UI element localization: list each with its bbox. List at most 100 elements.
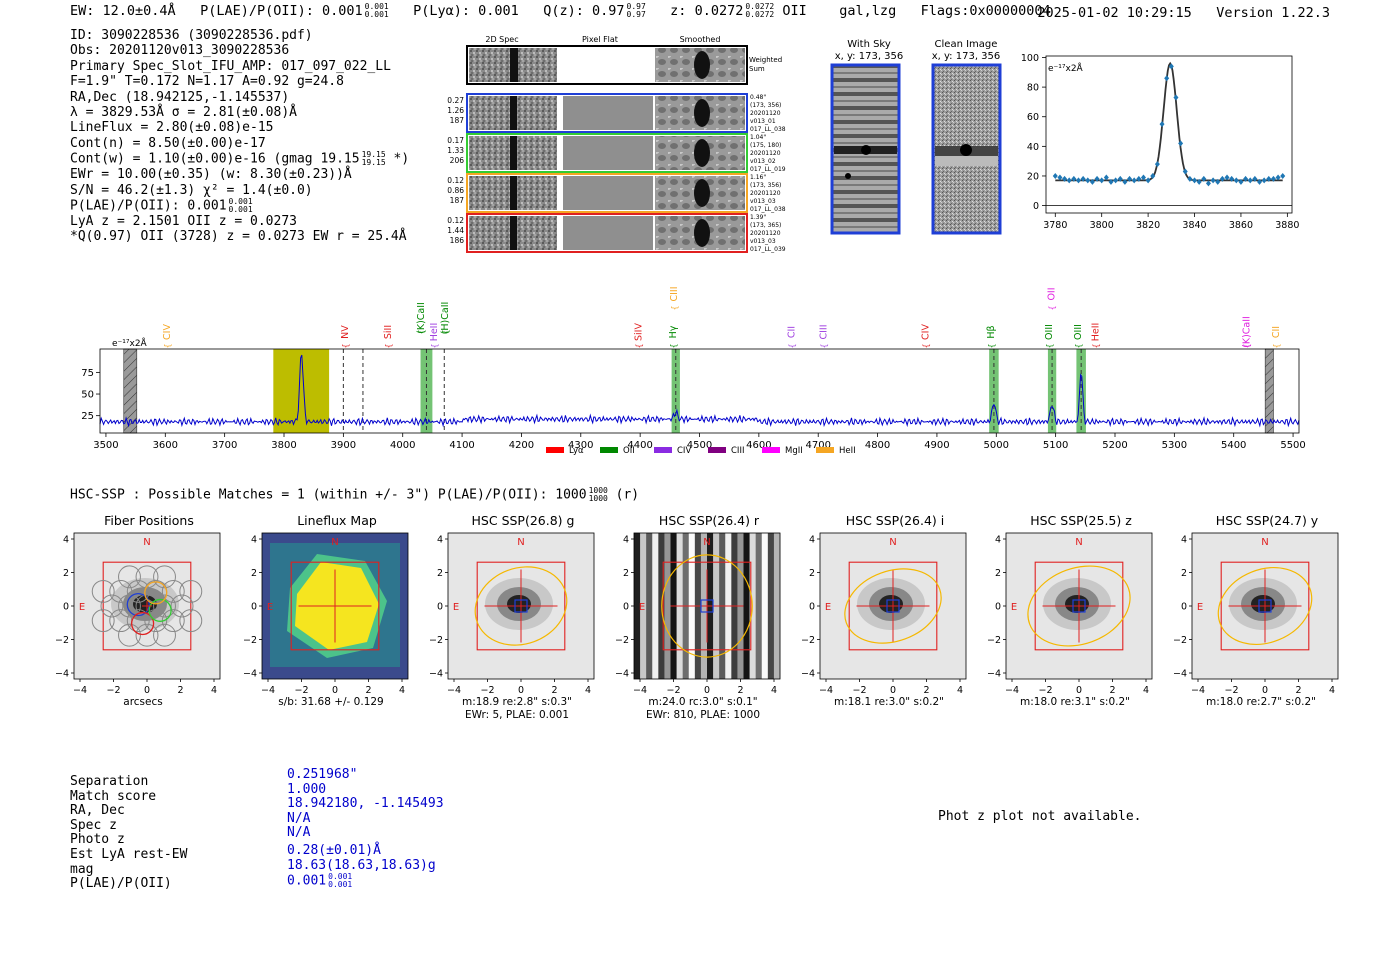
spectrum-line-label: CII	[786, 326, 797, 338]
hsc-stripe	[761, 533, 769, 679]
aperture-box	[1034, 561, 1124, 651]
match-value-lya-ew: 0.28(±0.01)Å	[287, 842, 381, 858]
cutout-right-label: 20201120	[750, 150, 781, 157]
match-value-score: 1.000	[287, 781, 327, 797]
cutout-right-label: (173, 365)	[750, 222, 781, 229]
fiber-circle	[126, 609, 150, 633]
fit-points	[1052, 63, 1286, 187]
ytick-label: −2	[801, 635, 815, 646]
match-value-plae-row: 0.001 0.001 0.001	[287, 873, 444, 889]
fiber-circle	[118, 565, 141, 589]
fit-data-point	[1243, 175, 1249, 182]
east-label: E	[267, 602, 273, 613]
xtick-label: 0	[332, 685, 338, 696]
fiber-circle	[109, 579, 133, 603]
east-label: E	[1011, 602, 1017, 613]
spectrum-line-labels: CIV{NV{SiII{(K)CaII{HeII{(H)CaII{SiIV{CI…	[162, 286, 1282, 348]
cutout-right-label: v013_01	[750, 118, 776, 125]
spectrum-line-label: (K)CaII	[416, 302, 427, 334]
legend-label: MgII	[785, 446, 803, 456]
ytick-label: 2	[1181, 568, 1187, 579]
xtick-label: 2	[365, 685, 371, 696]
info-contw-hi: 19.15	[361, 150, 386, 160]
xtick-label: −2	[1224, 685, 1238, 696]
hsc-title-text: HSC-SSP : Possible Matches = 1 (within +…	[70, 487, 587, 503]
spectrum-line-label: CIII	[669, 286, 680, 301]
fit-data-point	[1145, 177, 1151, 184]
fit-ytick-label: 100	[1021, 53, 1039, 64]
xtick-label: −2	[852, 685, 866, 696]
fiber-circle	[144, 609, 168, 633]
cutout-right-label: 0.48"	[750, 94, 766, 101]
fiber-circle	[118, 594, 141, 618]
match-values: 0.251968" 1.000 18.942180, -1.145493 N/A…	[287, 767, 444, 889]
spectrum-xtick-label: 3700	[212, 440, 237, 451]
aperture-box	[1220, 561, 1310, 651]
east-label: E	[79, 602, 85, 613]
fiber-circle	[179, 579, 203, 603]
hsc-panel-title: HSC SSP(26.4) i	[845, 513, 945, 528]
cutout-emission-column	[510, 176, 517, 210]
spectrum-line-label: (K)CaII	[1242, 316, 1253, 348]
spectrum-xtick-label: 5500	[1280, 440, 1305, 451]
east-label: E	[453, 602, 459, 613]
fiber-primary	[126, 592, 150, 617]
spectrum-line-brace: {	[1243, 343, 1252, 348]
spectrum-line-brace: {	[1272, 343, 1281, 348]
match-value-mag: 18.63(18.63,18.63)g	[287, 857, 436, 873]
legend-label: Lyα	[569, 446, 584, 456]
xtick-label: 0	[144, 685, 150, 696]
ytick-label: 0	[809, 602, 815, 613]
cutout-emission-column	[510, 216, 517, 250]
hsc-panel-caption2: EWr: 5, PLAE: 0.001	[464, 709, 570, 721]
fit-data-point	[1052, 172, 1058, 179]
hsc-panel-1: N E 4 2 0 −2 −4 −4 −2 0 2 4	[55, 532, 221, 696]
spectrum-line-label: Hγ	[668, 325, 679, 338]
east-label: E	[825, 602, 831, 613]
fiber-circle	[118, 623, 141, 647]
info-lambda: λ = 3829.53Å σ = 2.81(±0.08)Å	[70, 105, 297, 121]
info-contw-lo: 19.15	[361, 158, 386, 168]
fit-data-point	[1080, 175, 1086, 182]
hsc-stripe	[646, 533, 653, 679]
match-value-photoz: N/A	[287, 825, 311, 841]
fit-xtick-label: 3780	[1043, 220, 1067, 231]
spectrum-line-brace: {	[669, 343, 678, 348]
detection-box	[700, 599, 714, 613]
xtick-label: 4	[771, 685, 777, 696]
fiber-green	[148, 598, 172, 622]
hsc-panel-caption: m:18.0 re:3.1" s:0.2"	[1020, 696, 1130, 708]
ytick-label: −4	[987, 669, 1001, 680]
hsc-panel-7: N E 4 2 0 −2 −4 −4 −2 0 2 4	[1173, 532, 1339, 696]
cutout-left-label: 1.26	[447, 106, 464, 115]
match-labels: Separation Match score RA, Dec Spec z Ph…	[70, 774, 187, 892]
header-version: Version 1.22.3	[1216, 5, 1330, 21]
hsc-panel-title: Fiber Positions	[104, 513, 194, 528]
hsc-panel-title: HSC SSP(26.8) g	[471, 513, 575, 528]
ytick-label: −4	[55, 669, 69, 680]
fit-data-point	[1099, 177, 1105, 184]
ytick-label: 2	[623, 568, 629, 579]
header-flags: Flags:0x00000004	[920, 3, 1051, 19]
spectrum-line-brace: {	[430, 343, 439, 348]
fit-data-point	[1057, 174, 1063, 181]
cutout-right-label: 017_LL_019	[750, 166, 786, 173]
header-datetime: 2025-01-02 10:29:15	[1037, 5, 1192, 21]
ytick-label: 2	[995, 568, 1001, 579]
fit-chart-frame	[1045, 55, 1293, 214]
spectrum-line-brace: {	[922, 343, 931, 348]
east-label: E	[1197, 602, 1203, 613]
fit-data-point	[1075, 177, 1081, 184]
fit-data-point	[1103, 174, 1109, 181]
with-sky-image	[830, 63, 901, 235]
header-plae-label: P(LAE)/P(OII):	[200, 3, 314, 19]
clean-image-title: Clean Image	[935, 39, 998, 50]
cutout-right-label: v013_03	[750, 238, 776, 245]
cutout-smoothed-source	[694, 179, 710, 207]
info-id: ID: 3090228536 (3090228536.pdf)	[70, 28, 313, 43]
hsc-panel-caption: m:18.1 re:3.0" s:0.2"	[834, 696, 944, 708]
galaxy-ellipse	[474, 566, 568, 646]
ytick-label: 0	[623, 602, 629, 613]
match-value-plae: 0.001	[287, 873, 327, 889]
info-qline: *Q(0.97) OII (3728) z = 0.0273 EW r = 25…	[70, 229, 407, 245]
